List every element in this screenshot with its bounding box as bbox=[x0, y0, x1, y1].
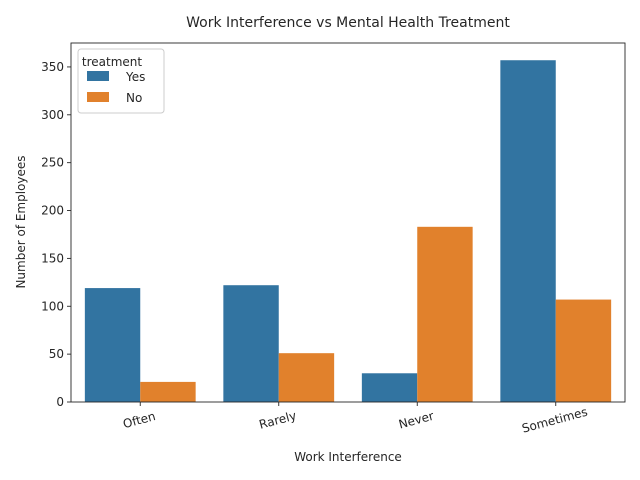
bar-no-sometimes bbox=[555, 299, 612, 402]
legend-swatch-no bbox=[87, 92, 109, 102]
y-axis-ticks: 0 50 100 150 200 250 300 350 bbox=[41, 60, 71, 409]
bar-no-often bbox=[140, 381, 196, 402]
x-axis-ticks: Often Rarely Never Sometimes bbox=[121, 402, 589, 436]
legend-items: Yes No bbox=[87, 70, 145, 105]
legend-label-yes: Yes bbox=[125, 70, 145, 84]
y-tick-label: 50 bbox=[49, 347, 64, 361]
y-tick-label: 0 bbox=[56, 395, 64, 409]
x-tick-label: Rarely bbox=[258, 408, 298, 431]
bar-no-rarely bbox=[278, 353, 335, 402]
legend: treatment Yes No bbox=[77, 48, 165, 114]
bar-yes-rarely bbox=[223, 285, 279, 402]
y-tick-label: 250 bbox=[41, 156, 64, 170]
legend-title: treatment bbox=[82, 55, 142, 69]
y-tick-label: 100 bbox=[41, 299, 64, 313]
legend-label-no: No bbox=[126, 91, 142, 105]
y-tick-label: 200 bbox=[41, 204, 64, 218]
bar-yes-never bbox=[361, 373, 418, 402]
x-axis-title: Work Interference bbox=[294, 450, 402, 464]
y-tick-label: 300 bbox=[41, 108, 64, 122]
x-tick-label: Never bbox=[397, 409, 435, 432]
legend-swatch-yes bbox=[87, 71, 109, 81]
bar-no-never bbox=[417, 226, 473, 402]
chart-title: Work Interference vs Mental Health Treat… bbox=[186, 15, 510, 31]
y-tick-label: 350 bbox=[41, 60, 64, 74]
y-tick-label: 150 bbox=[41, 251, 64, 265]
bar-yes-sometimes bbox=[500, 60, 556, 402]
bar-yes-often bbox=[84, 288, 141, 402]
bars-group bbox=[84, 60, 612, 402]
plot-frame bbox=[70, 42, 626, 403]
x-tick-label: Often bbox=[121, 409, 157, 431]
y-axis-title: Number of Employees bbox=[14, 155, 28, 288]
x-tick-label: Sometimes bbox=[520, 405, 589, 436]
